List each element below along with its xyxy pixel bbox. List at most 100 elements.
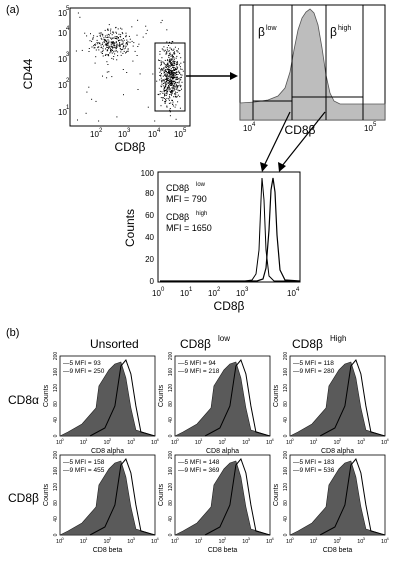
legend-high-mfi: MFI = 1650 <box>166 223 212 233</box>
scatter-dot <box>110 51 112 53</box>
scatter-dot <box>158 67 160 69</box>
scatter-ytick-exp: 4 <box>66 26 70 32</box>
scatter-dot <box>179 77 181 79</box>
scatter-dot <box>93 45 95 47</box>
scatter-dot <box>105 44 107 46</box>
hist-ytick: 0 <box>283 533 289 536</box>
scatter-dot <box>167 66 169 68</box>
small-histograms: —5 MFI = 93—9 MFI = 25004080120160200Cou… <box>43 352 390 554</box>
hist-ytick: 80 <box>283 401 289 407</box>
scatter-dot <box>132 45 134 47</box>
hist-xtick-exp: 3 <box>363 536 366 541</box>
scatter-dot <box>177 74 179 75</box>
scatter-dot <box>122 41 124 43</box>
scatter-dot <box>121 49 123 51</box>
scatter-dot <box>147 106 149 108</box>
scatter-dot <box>106 34 108 36</box>
scatter-dot <box>163 72 165 74</box>
hist-xtick: 10 <box>357 539 363 545</box>
scatter-dot <box>176 74 177 75</box>
hist-xtick-exp: 1 <box>85 536 88 541</box>
scatter-dot <box>170 65 172 67</box>
hist-xlabel: CD8 beta <box>208 547 238 554</box>
scatter-dot <box>169 83 171 85</box>
scatter-dot <box>170 93 172 95</box>
scatter-dot <box>162 69 163 71</box>
scatter-dot <box>173 60 175 62</box>
scatter-dot <box>125 32 127 34</box>
hist-ytick: 200 <box>53 451 59 460</box>
scatter-dot <box>162 75 164 77</box>
scatter-dot <box>175 73 177 74</box>
gate-high-label: β <box>330 25 337 39</box>
scatter-dot <box>172 50 174 51</box>
scatter-dot <box>165 53 167 55</box>
scatter-dot <box>180 62 182 64</box>
scatter-dot <box>177 71 179 73</box>
scatter-dot <box>178 64 180 66</box>
scatter-dot <box>164 72 166 73</box>
scatter-dot <box>166 29 168 31</box>
hist-ylabel: Counts <box>158 483 165 506</box>
scatter-dot <box>169 111 171 113</box>
scatter-dot <box>137 19 139 21</box>
scatter-dot <box>168 85 170 87</box>
scatter-dot <box>172 74 174 76</box>
hist-line <box>89 458 156 536</box>
scatter-dot <box>180 79 182 81</box>
scatter-dot <box>127 48 129 50</box>
scatter-dot <box>169 108 171 109</box>
scatter-dot <box>168 84 170 86</box>
scatter-dot <box>167 63 169 65</box>
mfi-label: —9 MFI = 536 <box>293 467 335 474</box>
scatter-dot <box>177 89 179 91</box>
scatter-dot <box>178 90 180 92</box>
scatter-xlabel: CD8β <box>115 140 146 154</box>
scatter-dot <box>169 94 170 96</box>
scatter-dot <box>88 86 90 88</box>
scatter-dot <box>162 49 164 51</box>
scatter-dot <box>138 43 140 45</box>
scatter-dot <box>100 33 102 35</box>
overlay-xtick: 10 <box>152 289 161 298</box>
hist-ytick: 160 <box>53 368 59 377</box>
hist-ytick: 0 <box>53 434 59 437</box>
scatter-dot <box>169 61 171 63</box>
scatter-dot <box>167 75 169 77</box>
hist-ytick: 0 <box>53 533 59 536</box>
scatter-dot <box>104 55 106 56</box>
scatter-dot <box>166 41 168 43</box>
scatter-dot <box>107 39 109 41</box>
scatter-dot <box>101 33 103 35</box>
scatter-dot <box>167 89 169 91</box>
histogram-a-unsorted: —5 MFI = 93—9 MFI = 25004080120160200Cou… <box>43 352 160 455</box>
scatter-dot <box>114 47 116 49</box>
scatter-dot <box>160 69 162 71</box>
scatter-dot <box>175 104 177 106</box>
hist-ylabel: Counts <box>158 384 165 407</box>
hist-ytick: 120 <box>168 483 174 492</box>
scatter-dot <box>85 112 87 114</box>
hist-xtick: 10 <box>381 440 387 446</box>
scatter-dot <box>179 107 181 109</box>
scatter-dot <box>167 77 169 79</box>
gate-high-sup: high <box>338 25 351 32</box>
hist-ytick: 80 <box>283 500 289 506</box>
scatter-dot <box>181 88 182 90</box>
scatter-dot <box>116 36 118 38</box>
overlay-histogram: CD8β low MFI = 790 CD8β high MFI = 1650 … <box>123 169 301 313</box>
scatter-dot <box>114 53 116 55</box>
scatter-dot <box>170 79 172 81</box>
scatter-dot <box>177 66 179 68</box>
scatter-dot <box>160 85 162 87</box>
scatter-dot <box>181 74 183 76</box>
scatter-dot <box>119 45 121 47</box>
scatter-dot <box>176 55 178 57</box>
scatter-dot <box>174 51 175 53</box>
scatter-ytick: 10 <box>58 29 67 38</box>
scatter-dot <box>96 42 98 43</box>
scatter-dot <box>113 43 115 45</box>
scatter-dot <box>90 33 91 35</box>
hist-xtick-exp: 4 <box>157 536 160 541</box>
scatter-dot <box>171 81 173 83</box>
